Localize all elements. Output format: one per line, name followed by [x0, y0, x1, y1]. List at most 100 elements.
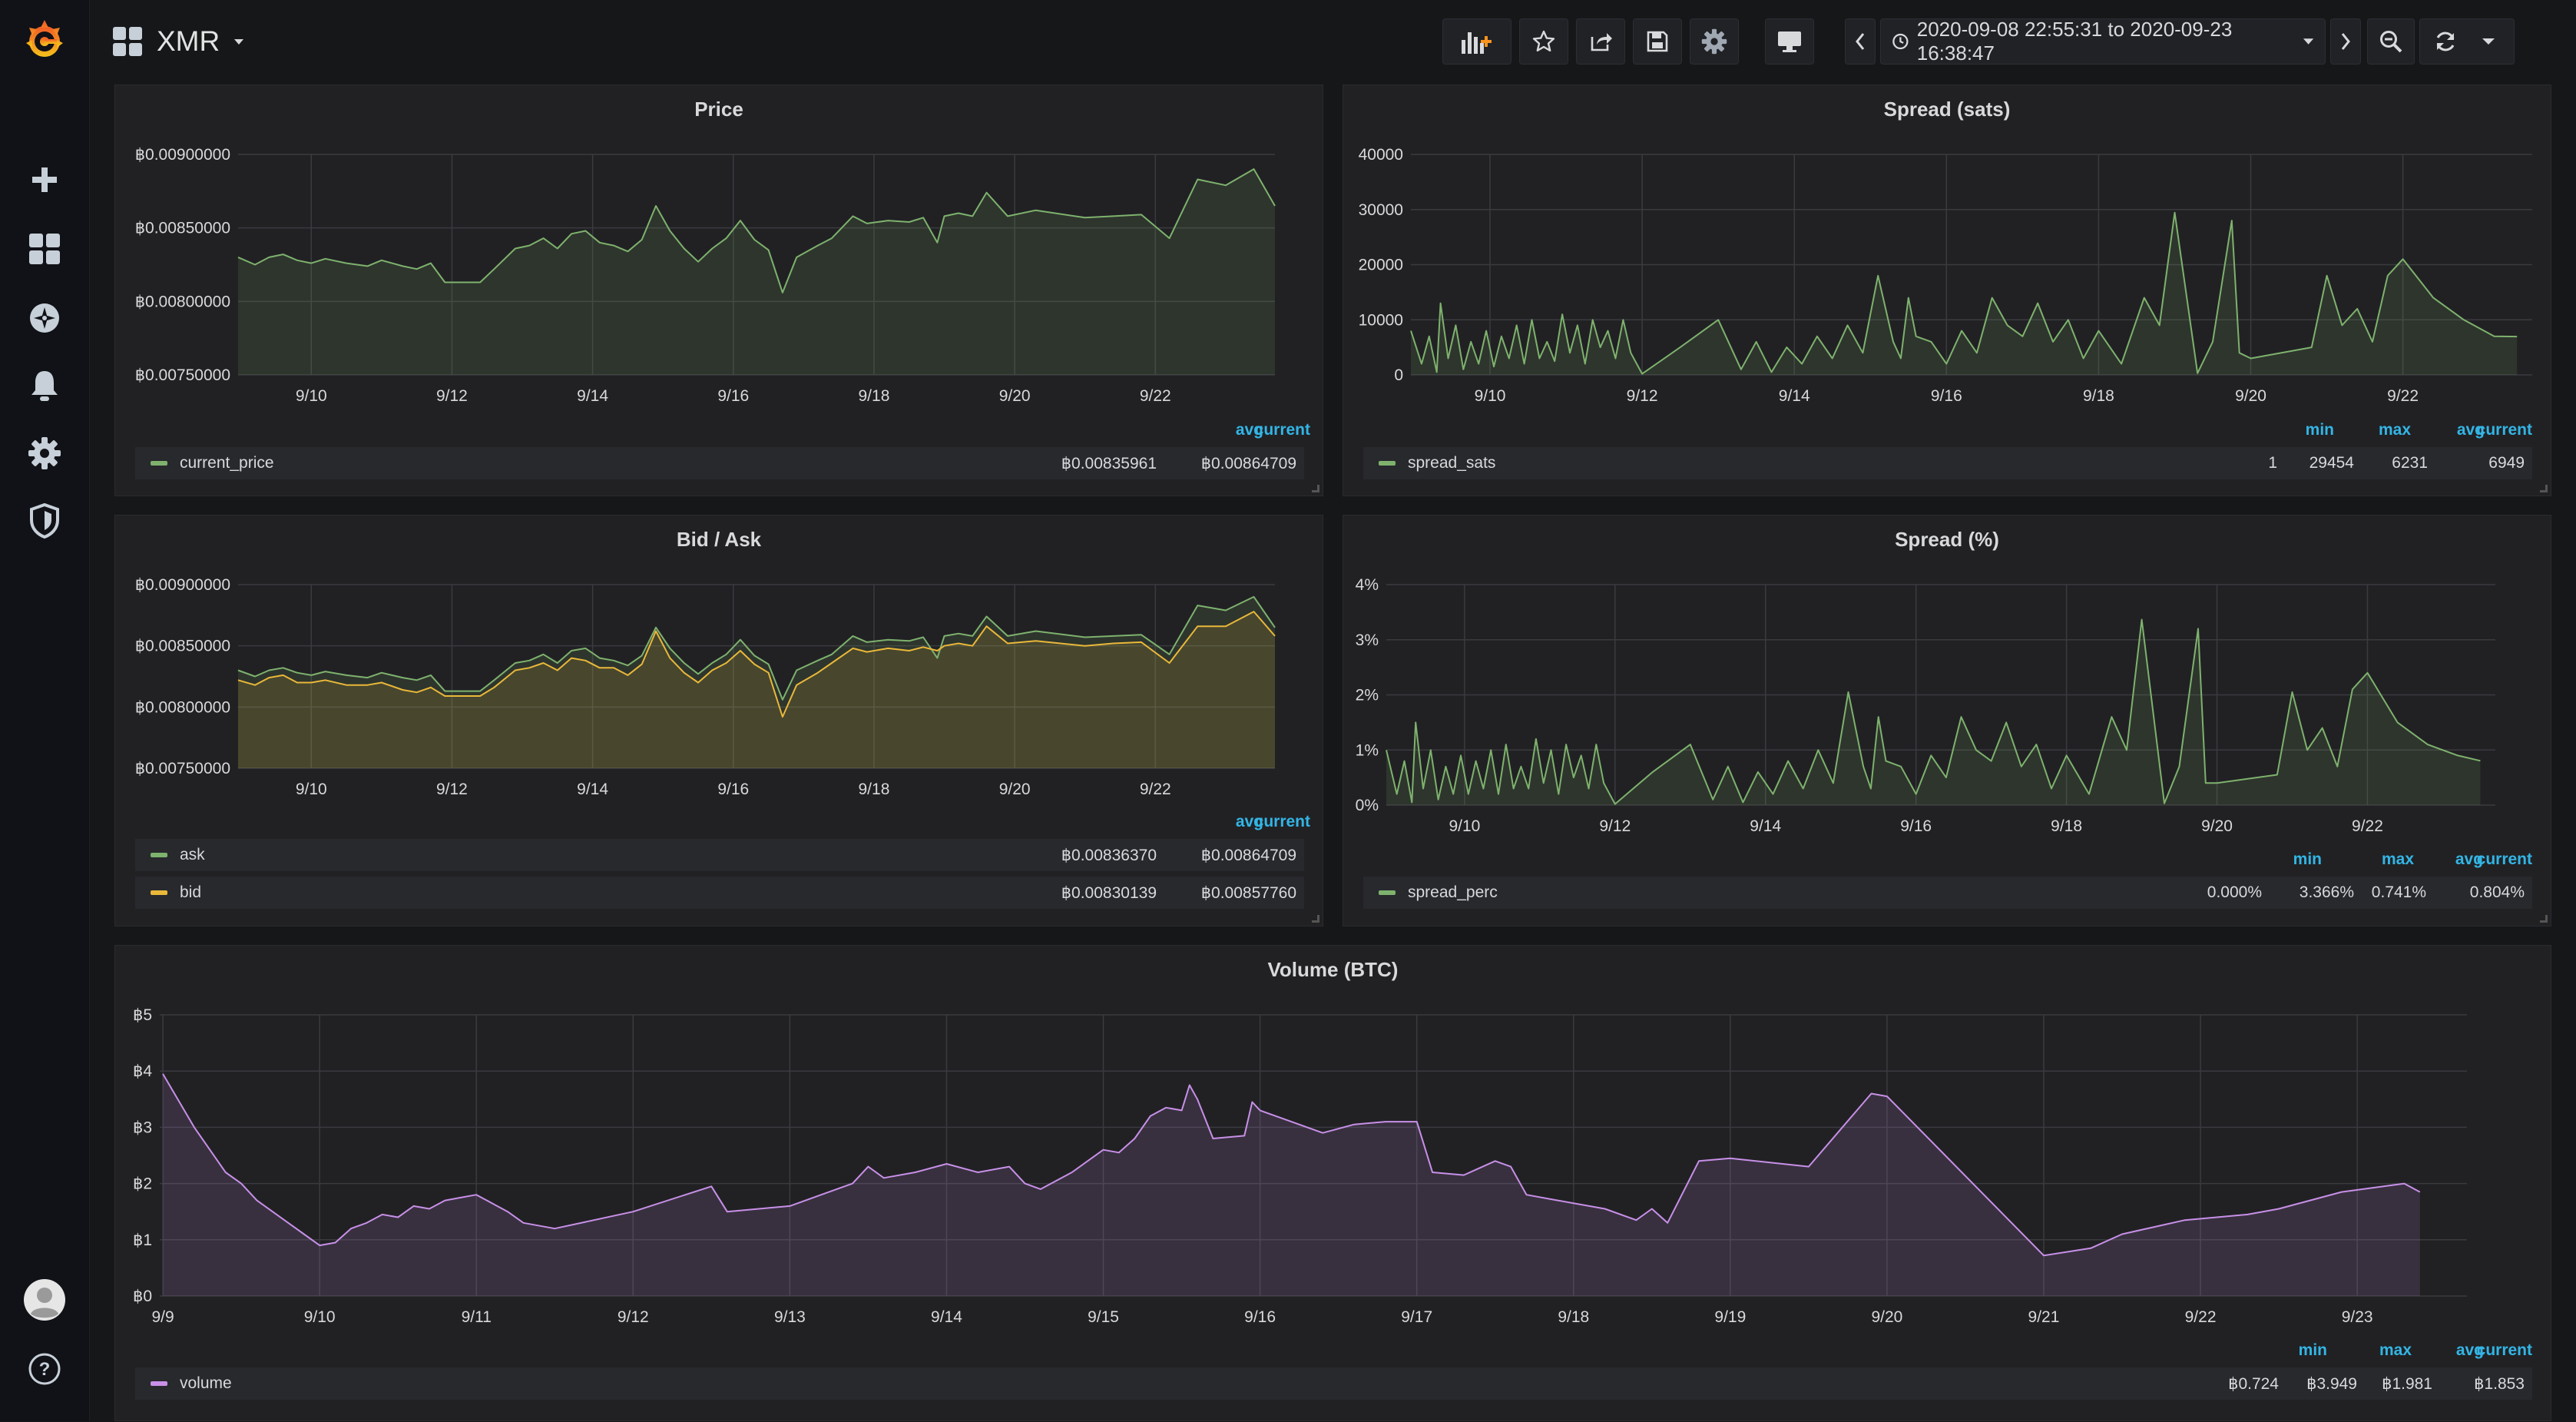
series-area-spread_perc: [1386, 619, 2481, 805]
series-color-swatch: [151, 890, 167, 895]
x-tick-label: 9/10: [304, 1308, 336, 1326]
dashboard-navbar: XMR 2020-09-08 22:55:31 to 2020-09-23 16…: [89, 0, 2576, 83]
legend-header-avg: avg: [2455, 850, 2483, 868]
series-line-ask[interactable]: [237, 595, 1276, 701]
legend-item-current-price[interactable]: current_price ฿0.00835961 ฿0.00864709: [135, 447, 1304, 479]
volume-chart: ฿0 ฿1 ฿2 ฿3 ฿4 ฿5 9/9 9/10 9/11 9/12 9/13 9/14 9/15 9…: [133, 1006, 2467, 1326]
panel-title[interactable]: Bid / Ask: [676, 528, 762, 551]
panel-resize-handle[interactable]: [2540, 915, 2548, 923]
legend-header-avg: avg: [1235, 813, 1263, 830]
server-admin-shield-icon[interactable]: [22, 498, 68, 544]
save-button[interactable]: [1633, 18, 1682, 65]
help-icon[interactable]: ?: [22, 1346, 68, 1392]
legend-header-current: current: [2476, 1341, 2532, 1359]
grafana-logo[interactable]: [22, 17, 68, 63]
caret-down-icon: [2303, 38, 2314, 45]
x-tick-label: 9/21: [2028, 1308, 2060, 1326]
panel-title[interactable]: Price: [694, 98, 743, 121]
panel-title[interactable]: Volume (BTC): [1267, 958, 1399, 981]
y-tick-label: ฿0.00900000: [135, 146, 230, 164]
settings-button[interactable]: [1690, 18, 1739, 65]
time-shift-forward-button[interactable]: [2330, 18, 2361, 65]
star-icon: [1532, 30, 1555, 51]
y-tick-label: 2%: [1356, 687, 1379, 704]
bid-ask-chart: ฿0.00750000 ฿0.00800000 ฿0.00850000 ฿0.0090…: [135, 576, 1276, 798]
series-line-spread_sats[interactable]: [1410, 211, 2518, 375]
x-tick-label: 9/22: [2387, 387, 2419, 405]
time-range-picker[interactable]: 2020-09-08 22:55:31 to 2020-09-23 16:38:…: [1880, 18, 2326, 65]
panel-title[interactable]: Spread (%): [1895, 528, 1999, 551]
y-tick-label: ฿0.00850000: [135, 220, 230, 237]
create-icon[interactable]: [22, 157, 68, 203]
x-tick-label: 9/12: [436, 781, 468, 798]
side-menu: ?: [0, 0, 90, 1421]
add-panel-icon: [1462, 32, 1492, 54]
panel-resize-handle[interactable]: [1312, 485, 1319, 492]
legend-item-spread-sats[interactable]: spread_sats 1 29454 6231 6949: [1363, 447, 2532, 479]
series-line-current_price[interactable]: [237, 168, 1276, 293]
panel-resize-handle[interactable]: [1312, 915, 1319, 923]
legend-current: 6949: [2488, 454, 2525, 472]
legend-max: 29454: [2309, 454, 2354, 472]
configuration-gear-icon[interactable]: [22, 430, 68, 476]
series-line-bid[interactable]: [237, 611, 1276, 718]
series-line-volume[interactable]: [162, 1073, 2421, 1257]
series-name: volume: [180, 1374, 232, 1392]
panel-title[interactable]: Spread (sats): [1883, 98, 2011, 121]
monitor-icon: [1778, 31, 1801, 52]
x-tick-label: 9/11: [462, 1308, 492, 1326]
x-tick-label: 9/12: [436, 387, 468, 405]
legend-header-max: max: [2381, 850, 2414, 868]
time-shift-back-button[interactable]: [1845, 18, 1876, 65]
legend-header-avg: avg: [2456, 421, 2485, 439]
legend-avg: 0.741%: [2371, 883, 2426, 901]
alerting-bell-icon[interactable]: [22, 363, 68, 409]
y-tick-label: ฿1: [133, 1231, 152, 1249]
user-avatar[interactable]: [22, 1277, 68, 1323]
price-chart: ฿0.00750000 ฿0.00800000 ฿0.00850000 ฿0.0090…: [135, 146, 1276, 405]
series-name: spread_perc: [1408, 883, 1498, 901]
legend-item-bid[interactable]: bid ฿0.00830139 ฿0.00857760: [135, 877, 1304, 909]
dashboards-icon[interactable]: [22, 226, 68, 272]
y-tick-label: 20000: [1359, 257, 1403, 274]
dashboard-grid-icon: [113, 27, 142, 56]
star-button[interactable]: [1519, 18, 1568, 65]
x-tick-label: 9/16: [717, 781, 749, 798]
y-tick-label: ฿0: [133, 1288, 152, 1305]
x-tick-label: 9/22: [1140, 781, 1171, 798]
x-tick-label: 9/16: [1931, 387, 1962, 405]
legend-header-min: min: [2293, 850, 2322, 868]
x-tick-label: 9/10: [1475, 387, 1506, 405]
zoom-out-button[interactable]: [2367, 18, 2415, 65]
panel-spread-sats: Spread (sats) 0 10000 20000 30000 40000 9/10 9…: [1343, 85, 2551, 496]
y-tick-label: ฿0.00750000: [135, 366, 230, 384]
dashboard-picker[interactable]: XMR: [112, 22, 244, 61]
view-mode-button[interactable]: [1765, 18, 1814, 65]
x-tick-label: 9/14: [931, 1308, 962, 1326]
series-color-swatch: [1379, 890, 1396, 895]
series-name: bid: [180, 883, 202, 901]
legend-item-volume[interactable]: volume ฿0.724 ฿3.949 ฿1.981 ฿1.853: [135, 1367, 2532, 1400]
legend-item-ask[interactable]: ask ฿0.00836370 ฿0.00864709: [135, 839, 1304, 871]
save-icon: [1647, 31, 1668, 52]
share-button[interactable]: [1576, 18, 1625, 65]
panel-resize-handle[interactable]: [2540, 485, 2548, 492]
share-icon: [1591, 33, 1612, 51]
legend-max: ฿3.949: [2306, 1374, 2357, 1393]
series-line-spread_perc[interactable]: [1386, 618, 2481, 805]
series-area-spread_sats: [1411, 212, 2518, 375]
legend-item-spread-perc[interactable]: spread_perc 0.000% 3.366% 0.741% 0.804%: [1363, 877, 2532, 909]
series-color-swatch: [151, 1381, 167, 1386]
legend-max: 3.366%: [2299, 883, 2354, 901]
legend-header-avg: avg: [1235, 421, 1263, 439]
y-tick-label: 0%: [1356, 797, 1379, 814]
y-tick-label: ฿3: [133, 1119, 152, 1136]
panel-price: Price ฿0.00750000 ฿0.00800000 ฿0.00850000 ฿…: [114, 85, 1323, 496]
spread-perc-chart: 0% 1% 2% 3% 4% 9/10 9/12 9/14 9/16 9/18 9/20 9/22: [1356, 576, 2495, 835]
x-tick-label: 9/18: [859, 781, 890, 798]
x-tick-label: 9/18: [859, 387, 890, 405]
add-panel-button[interactable]: [1442, 18, 1511, 65]
explore-icon[interactable]: [22, 295, 68, 341]
refresh-button[interactable]: [2419, 18, 2515, 65]
legend-header-min: min: [2298, 1341, 2327, 1359]
